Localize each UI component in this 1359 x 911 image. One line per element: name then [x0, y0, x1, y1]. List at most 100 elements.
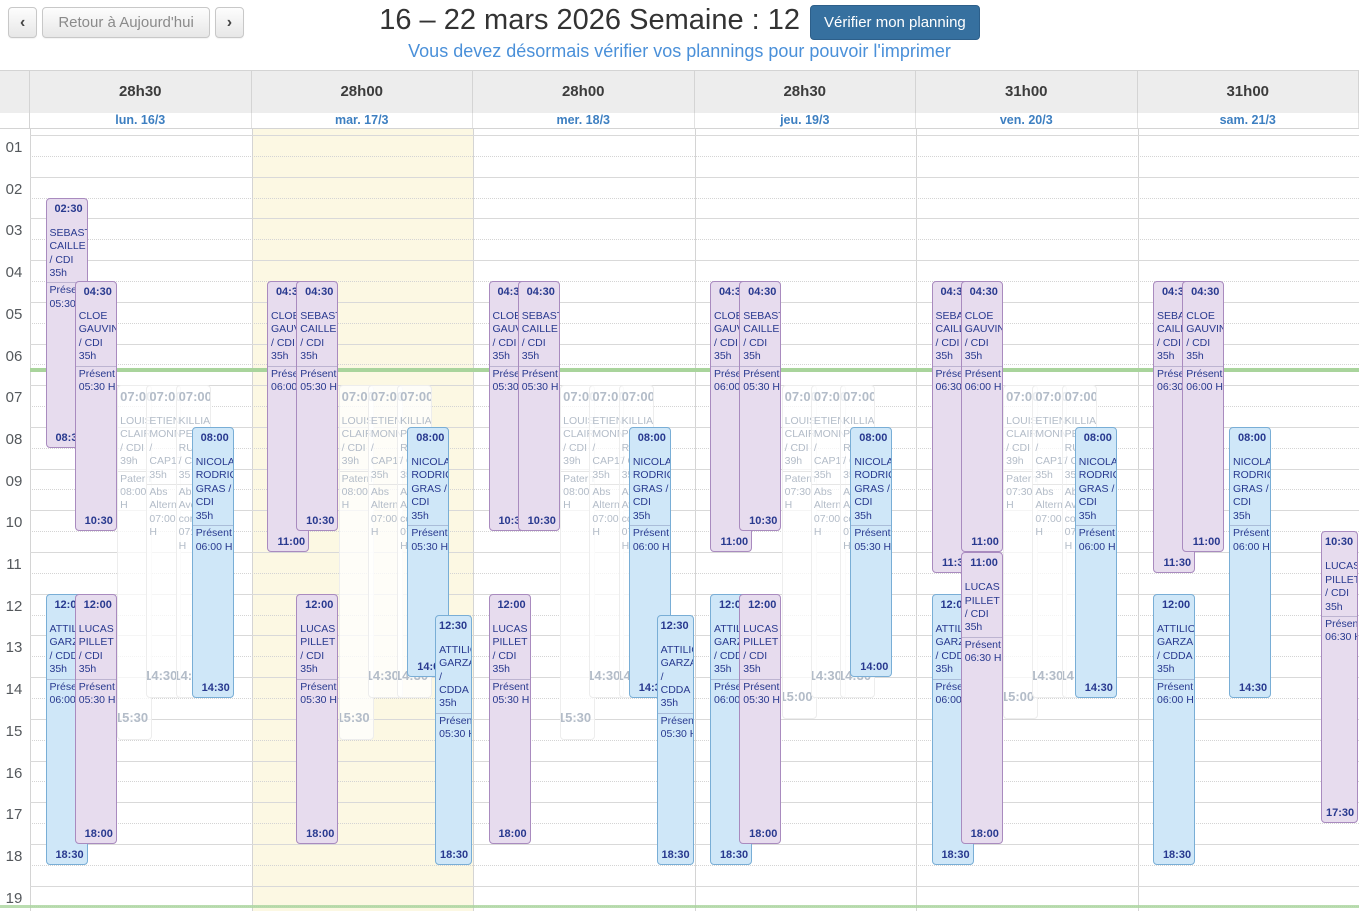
shift-end-time: 15:30	[339, 710, 370, 727]
shift-start-time: 07:00	[620, 386, 653, 406]
shift-end-time: 14:30	[1032, 668, 1063, 685]
shift-end-time: 14:30	[589, 668, 620, 685]
shift-employee-label: CLOE GAUVIN / CDI 35h	[962, 310, 1002, 365]
hour-label: 17	[0, 806, 28, 823]
shift-event[interactable]: 12:30 ATTILIO GARZAN / CDDA 35h Présent0…	[657, 615, 694, 865]
shift-event[interactable]: 04:30 SEBASTIEN CAILLE / CDI 35h Présent…	[739, 281, 781, 531]
shift-start-time: 02:30	[47, 199, 87, 216]
hour-label: 18	[0, 848, 28, 865]
shift-end-time: 18:30	[1163, 848, 1191, 862]
hour-label: 06	[0, 348, 28, 365]
chevron-left-icon: ‹	[20, 14, 25, 32]
shift-event[interactable]: 08:00 NICOLAS RODRIGUES GRAS / CDI 35h P…	[192, 427, 234, 698]
hour-label: 16	[0, 765, 28, 782]
verify-notice: Vous devez désormais vérifier vos planni…	[0, 41, 1359, 62]
shift-start-time: 08:00	[408, 428, 448, 445]
shift-end-time: 11:00	[278, 535, 306, 549]
hour-label: 05	[0, 306, 28, 323]
shift-employee-label: LUCAS PILLET / CDI 35h	[490, 623, 530, 678]
shift-employee-label: NICOLAS RODRIGUES GRAS / CDI 35h	[630, 456, 670, 524]
half-hour-line	[30, 198, 1359, 199]
shift-end-time: 11:00	[721, 535, 749, 549]
hour-line	[30, 260, 1359, 261]
day-total: 28h00	[252, 71, 474, 113]
shift-start-time: 04:30	[297, 282, 337, 299]
day-label: sam. 21/3	[1138, 113, 1359, 128]
shift-end-time: 15:00	[782, 689, 813, 706]
shift-start-time: 07:00	[177, 386, 210, 406]
shift-start-time: 04:30	[962, 282, 1002, 299]
back-to-today-button[interactable]: Retour à Aujourd'hui	[42, 7, 209, 38]
shift-event[interactable]: 04:30 SEBASTIEN CAILLE / CDI 35h Présent…	[296, 281, 338, 531]
shift-end-time: 11:00	[1193, 535, 1221, 549]
hour-label: 01	[0, 139, 28, 156]
shift-end-time: 10:30	[306, 514, 334, 528]
shift-employee-label: LUCAS PILLET / CDI 35h	[962, 581, 1002, 636]
shift-employee-label: NICOLAS RODRIGUES GRAS / CDI 35h	[408, 456, 448, 524]
shift-employee-label: LUCAS PILLET / CDI 35h	[76, 623, 116, 678]
shift-employee-label: CLOE GAUVIN / CDI 35h	[76, 310, 116, 365]
prev-week-button[interactable]: ‹	[8, 7, 37, 38]
day-label: ven. 20/3	[916, 113, 1138, 128]
hour-label: 08	[0, 431, 28, 448]
shift-end-time: 10:30	[85, 514, 113, 528]
shift-end-time: 14:00	[860, 660, 888, 674]
shift-employee-label: ATTILIO GARZAN / CDDA 35h	[658, 644, 693, 712]
time-gutter-header	[0, 71, 30, 113]
shift-end-time: 18:00	[306, 827, 334, 841]
shift-end-time: 14:30	[202, 681, 230, 695]
shift-start-time: 04:30	[1183, 282, 1223, 299]
shift-event[interactable]: 08:00 NICOLAS RODRIGUES GRAS / CDI 35h P…	[850, 427, 892, 677]
shift-end-time: 18:30	[440, 848, 468, 862]
shift-event[interactable]: 04:30 SEBASTIEN CAILLE / CDI 35h Présent…	[518, 281, 560, 531]
shift-end-time: 15:30	[560, 710, 591, 727]
day-total: 31h00	[1138, 71, 1359, 113]
shift-start-time: 04:30	[519, 282, 559, 299]
verify-planning-button[interactable]: Vérifier mon planning	[810, 5, 980, 40]
shift-end-time: 18:00	[498, 827, 526, 841]
shift-event[interactable]: 08:00 NICOLAS RODRIGUES GRAS / CDI 35h P…	[1075, 427, 1117, 698]
shift-start-time: 04:30	[76, 282, 116, 299]
shift-event[interactable]: 12:00 ATTILIO GARZAN / CDDA 35h Présent0…	[1153, 594, 1195, 865]
shift-employee-label: SEBASTIEN CAILLE / CDI 35h	[47, 227, 87, 282]
day-total: 28h00	[473, 71, 695, 113]
shift-employee-label: LUCAS PILLET / CDI 35h	[740, 623, 780, 678]
hour-line	[30, 886, 1359, 887]
next-week-button[interactable]: ›	[215, 7, 244, 38]
shift-end-time: 11:30	[1164, 556, 1192, 570]
page-title: 16 – 22 mars 2026 Semaine : 12	[379, 3, 800, 37]
shift-event[interactable]: 08:00 NICOLAS RODRIGUES GRAS / CDI 35h P…	[1229, 427, 1271, 698]
hour-label: 02	[0, 181, 28, 198]
shift-start-time: 08:00	[1230, 428, 1270, 445]
day-label: lun. 16/3	[30, 113, 252, 128]
time-gutter-header	[0, 113, 30, 128]
shift-end-time: 17:30	[1326, 806, 1354, 820]
shift-start-time: 08:00	[630, 428, 670, 445]
shift-event[interactable]: 12:30 ATTILIO GARZAN / CDDA 35h Présent0…	[435, 615, 472, 865]
half-hour-line	[30, 239, 1359, 240]
hour-line	[30, 218, 1359, 219]
shift-end-time: 14:30	[811, 668, 842, 685]
shift-end-time: 18:00	[971, 827, 999, 841]
